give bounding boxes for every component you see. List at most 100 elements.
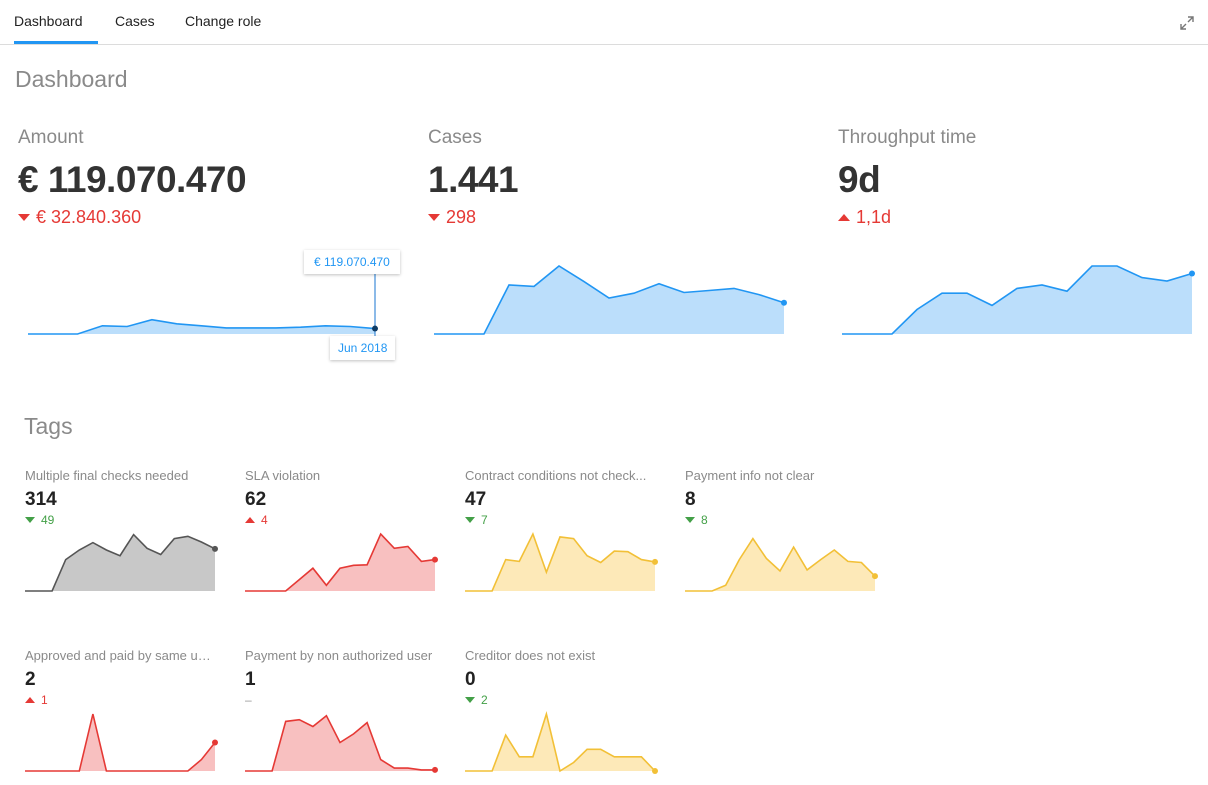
tag-sparkline	[245, 714, 438, 773]
sparkline-area	[685, 538, 875, 591]
sparkline-area	[842, 266, 1192, 334]
chart-tooltip-date: Jun 2018	[330, 336, 396, 360]
tag-card[interactable]: Contract conditions not check... 47 7	[465, 468, 665, 594]
sparkline-area	[245, 534, 435, 591]
sparkline-area	[465, 534, 655, 591]
tag-card[interactable]: Multiple final checks needed 314 49	[25, 468, 225, 594]
tag-sparkline	[685, 537, 878, 592]
tag-label: Contract conditions not check...	[465, 468, 647, 483]
tag-delta: 1	[25, 693, 225, 707]
sparkline-line	[245, 714, 435, 772]
amount-trend-chart[interactable]	[28, 262, 390, 342]
tag-card[interactable]: Creditor does not exist 0 2	[465, 648, 665, 774]
kpi-throughput-time: Throughput time 9d 1,1d	[838, 127, 1208, 228]
top-navigation: Dashboard Cases Change role	[0, 0, 1208, 45]
tag-delta: 7	[465, 513, 665, 527]
sparkline-endpoint	[372, 325, 378, 332]
sparkline-endpoint	[432, 556, 438, 563]
tag-card[interactable]: Approved and paid by same user 2 1	[25, 648, 225, 774]
sparkline-line	[465, 711, 656, 773]
tag-label: Payment info not clear	[685, 468, 815, 483]
tag-label: Creditor does not exist	[465, 648, 596, 663]
tab-dashboard[interactable]: Dashboard	[14, 0, 98, 44]
sparkline-endpoint	[212, 545, 218, 552]
arrow-down-icon	[465, 697, 475, 703]
throughput-trend-chart[interactable]	[842, 262, 1198, 342]
sparkline-line	[434, 265, 785, 335]
tag-delta: 4	[245, 513, 445, 527]
tag-sparkline	[465, 711, 658, 774]
tag-delta-value: 1	[41, 693, 48, 707]
cases-trend-chart[interactable]	[434, 262, 790, 342]
expand-icon[interactable]	[1180, 16, 1194, 30]
tag-card[interactable]: SLA violation 62 4	[245, 468, 445, 594]
tags-section-title: Tags	[24, 413, 73, 439]
sparkline-line	[25, 533, 216, 592]
tab-cases[interactable]: Cases	[115, 13, 155, 29]
arrow-down-icon	[25, 517, 35, 523]
tag-card[interactable]: Payment info not clear 8 8	[685, 468, 885, 594]
arrow-up-icon	[245, 517, 255, 523]
kpi-value: 9d	[838, 159, 881, 200]
page-title: Dashboard	[15, 66, 128, 92]
tag-value: 8	[685, 489, 696, 510]
kpi-delta: 298	[428, 207, 808, 228]
sparkline-endpoint	[1189, 270, 1195, 277]
kpi-cases: Cases 1.441 298	[428, 127, 808, 228]
tag-value: 62	[245, 489, 267, 510]
arrow-down-icon	[428, 214, 440, 221]
sparkline-endpoint	[652, 768, 658, 774]
sparkline-line	[28, 318, 376, 335]
tag-delta-value: 4	[261, 513, 268, 527]
tag-sparkline	[245, 532, 438, 592]
tag-sparkline	[465, 531, 658, 592]
arrow-up-icon	[838, 214, 850, 221]
tag-value: 2	[25, 669, 36, 690]
tag-card[interactable]: Payment by non authorized user 1 –	[245, 648, 445, 774]
sparkline-area	[28, 319, 375, 334]
tag-delta-value: 8	[701, 513, 708, 527]
sparkline-area	[465, 714, 655, 771]
sparkline-endpoint	[212, 739, 218, 746]
sparkline-line	[685, 537, 876, 592]
tag-value: 314	[25, 489, 57, 510]
arrow-down-icon	[465, 517, 475, 523]
sparkline-endpoint	[872, 573, 878, 580]
tag-value: 47	[465, 489, 487, 510]
tag-delta-value: 49	[41, 513, 55, 527]
sparkline-endpoint	[432, 766, 438, 773]
sparkline-line	[465, 531, 656, 592]
tag-delta-value: 2	[481, 693, 488, 707]
kpi-delta: 1,1d	[838, 207, 1208, 228]
arrow-down-icon	[18, 214, 30, 221]
tag-delta: –	[245, 693, 445, 707]
kpi-value: 1.441	[428, 159, 519, 200]
kpi-label: Throughput time	[838, 127, 977, 148]
tag-sparkline	[25, 533, 218, 592]
sparkline-area	[25, 714, 215, 771]
tab-change-role[interactable]: Change role	[185, 13, 262, 29]
kpi-delta-value: 298	[446, 207, 477, 227]
sparkline-line	[245, 532, 436, 592]
kpi-delta: € 32.840.360	[18, 207, 398, 228]
tag-delta: 49	[25, 513, 225, 527]
kpi-label: Cases	[428, 127, 482, 148]
tag-label: Approved and paid by same user	[25, 648, 215, 663]
sparkline-area	[25, 534, 215, 591]
tag-delta-value: 7	[481, 513, 488, 527]
kpi-delta-value: 1,1d	[856, 207, 892, 227]
sparkline-endpoint	[781, 299, 787, 306]
tag-delta: 2	[465, 693, 665, 707]
sparkline-area	[434, 266, 784, 334]
sparkline-line	[25, 713, 216, 772]
tag-delta-value: –	[245, 693, 252, 707]
tag-label: Payment by non authorized user	[245, 648, 433, 663]
kpi-amount: Amount € 119.070.470 € 32.840.360	[18, 127, 398, 228]
kpi-delta-value: € 32.840.360	[36, 207, 142, 227]
arrow-down-icon	[685, 517, 695, 523]
chart-tooltip-value: € 119.070.470	[304, 250, 400, 274]
tag-label: Multiple final checks needed	[25, 468, 189, 483]
sparkline-endpoint	[652, 558, 658, 565]
tag-sparkline	[25, 713, 218, 772]
arrow-up-icon	[25, 697, 35, 703]
